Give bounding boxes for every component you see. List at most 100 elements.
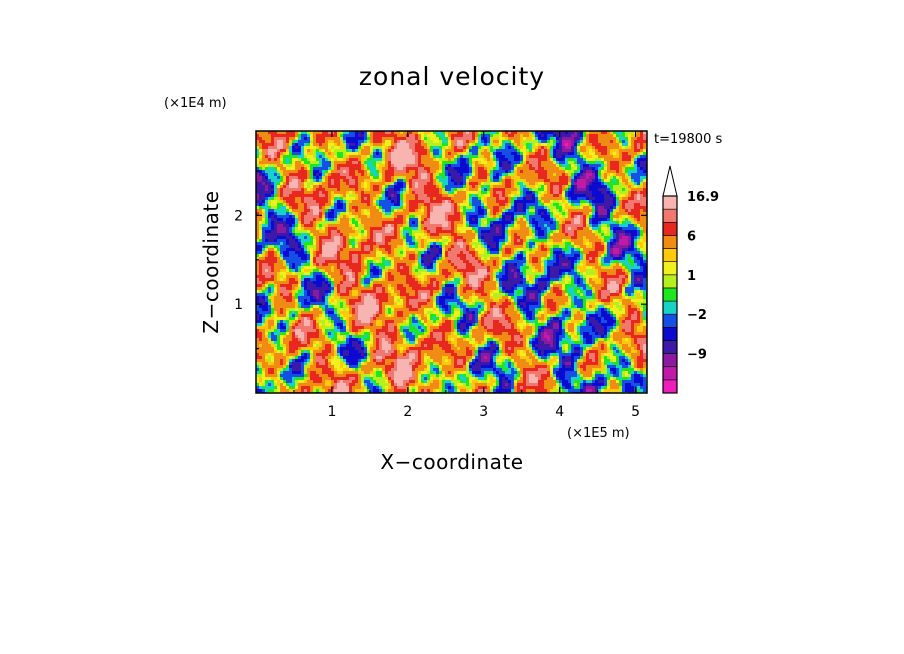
field-cell xyxy=(553,200,557,204)
field-cell xyxy=(283,188,287,192)
field-cell xyxy=(496,227,500,231)
field-cell xyxy=(265,179,269,183)
field-cell xyxy=(421,176,425,180)
field-cell xyxy=(610,143,614,147)
field-cell xyxy=(562,149,566,153)
field-cell xyxy=(625,140,629,144)
field-cell xyxy=(367,182,371,186)
field-cell xyxy=(259,182,263,186)
field-cell xyxy=(526,227,530,231)
field-cell xyxy=(568,134,572,138)
field-cell xyxy=(433,203,437,207)
field-cell xyxy=(442,197,446,201)
field-cell xyxy=(634,203,638,207)
field-cell xyxy=(379,182,383,186)
field-cell xyxy=(340,194,344,198)
field-cell xyxy=(481,173,485,177)
field-cell xyxy=(373,200,377,204)
field-cell xyxy=(448,194,452,198)
field-cell xyxy=(559,236,563,240)
field-cell xyxy=(286,170,290,174)
field-cell xyxy=(616,152,620,156)
field-cell xyxy=(274,143,278,147)
field-cell xyxy=(511,194,515,198)
field-cell xyxy=(352,146,356,150)
field-cell xyxy=(277,191,281,195)
field-cell xyxy=(328,236,332,240)
field-cell xyxy=(418,200,422,204)
field-cell xyxy=(529,182,533,186)
field-cell xyxy=(460,221,464,225)
field-cell xyxy=(400,179,404,183)
field-cell xyxy=(349,170,353,174)
field-cell xyxy=(370,134,374,138)
field-cell xyxy=(298,158,302,162)
field-cell xyxy=(427,158,431,162)
field-cell xyxy=(490,203,494,207)
field-cell xyxy=(409,179,413,183)
field-cell xyxy=(325,194,329,198)
field-cell xyxy=(508,152,512,156)
field-cell xyxy=(640,161,644,165)
field-cell xyxy=(313,179,317,183)
field-cell xyxy=(289,191,293,195)
field-cell xyxy=(547,134,551,138)
field-cell xyxy=(562,227,566,231)
field-cell xyxy=(634,164,638,168)
field-cell xyxy=(280,191,284,195)
field-cell xyxy=(445,170,449,174)
field-cell xyxy=(571,182,575,186)
field-cell xyxy=(358,212,362,216)
field-cell xyxy=(628,233,632,237)
field-cell xyxy=(469,218,473,222)
field-cell xyxy=(583,215,587,219)
field-cell xyxy=(532,209,536,213)
field-cell xyxy=(400,209,404,213)
field-cell xyxy=(580,188,584,192)
field-cell xyxy=(322,194,326,198)
field-cell xyxy=(622,173,626,177)
field-cell xyxy=(625,242,629,246)
field-cell xyxy=(298,155,302,159)
field-cell xyxy=(547,149,551,153)
field-cell xyxy=(559,158,563,162)
field-cell xyxy=(439,212,443,216)
field-cell xyxy=(499,218,503,222)
field-cell xyxy=(613,230,617,234)
field-cell xyxy=(430,188,434,192)
field-cell xyxy=(643,203,647,207)
field-cell xyxy=(262,176,266,180)
field-cell xyxy=(535,230,539,234)
field-cell xyxy=(406,173,410,177)
field-cell xyxy=(604,167,608,171)
field-cell xyxy=(391,197,395,201)
field-cell xyxy=(406,164,410,168)
field-cell xyxy=(502,173,506,177)
field-cell xyxy=(328,191,332,195)
field-cell xyxy=(400,215,404,219)
field-cell xyxy=(328,164,332,168)
field-cell xyxy=(355,149,359,153)
field-cell xyxy=(547,173,551,177)
field-cell xyxy=(532,152,536,156)
field-cell xyxy=(574,215,578,219)
field-cell xyxy=(376,140,380,144)
field-cell xyxy=(526,215,530,219)
field-cell xyxy=(352,164,356,168)
field-cell xyxy=(322,146,326,150)
field-cell xyxy=(358,224,362,228)
field-cell xyxy=(391,212,395,216)
field-cell xyxy=(598,146,602,150)
field-cell xyxy=(421,206,425,210)
field-cell xyxy=(439,164,443,168)
field-cell xyxy=(442,218,446,222)
field-cell xyxy=(595,179,599,183)
field-cell xyxy=(586,143,590,147)
field-cell xyxy=(436,212,440,216)
field-cell xyxy=(622,221,626,225)
field-cell xyxy=(511,137,515,141)
field-cell xyxy=(451,221,455,225)
field-cell xyxy=(298,134,302,138)
field-cell xyxy=(277,179,281,183)
field-cell xyxy=(421,155,425,159)
